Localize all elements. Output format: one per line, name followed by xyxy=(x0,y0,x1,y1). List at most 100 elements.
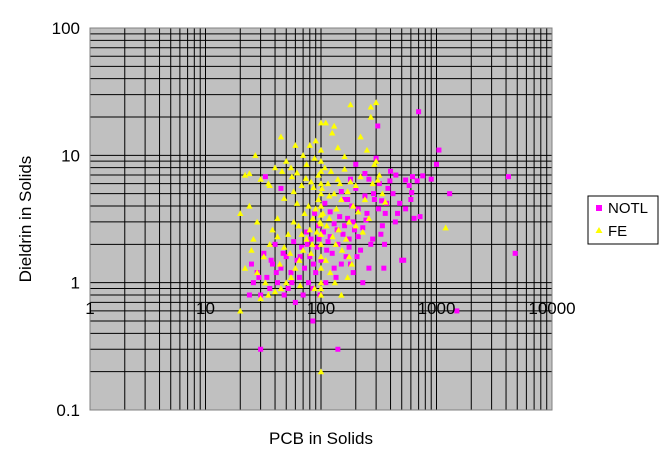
x-axis-title: PCB in Solids xyxy=(269,429,373,448)
data-point-notl xyxy=(351,227,357,233)
data-point-notl xyxy=(409,190,415,196)
data-point-fe xyxy=(307,250,315,256)
data-point-fe xyxy=(338,291,345,298)
data-point-fe xyxy=(328,129,336,136)
data-point-fe xyxy=(317,285,325,292)
data-point-fe xyxy=(331,279,339,286)
data-point-notl xyxy=(403,206,409,212)
data-point-fe xyxy=(301,210,308,216)
plot-border xyxy=(89,27,553,411)
data-point-fe xyxy=(338,246,346,253)
data-point-notl xyxy=(316,236,322,242)
data-point-notl xyxy=(358,247,364,253)
data-point-fe xyxy=(257,295,264,302)
data-point-fe xyxy=(241,171,249,178)
data-point-fe xyxy=(317,211,325,218)
data-point-notl xyxy=(302,265,308,271)
data-point-notl xyxy=(406,182,412,188)
data-point-fe xyxy=(313,228,321,235)
data-point-fe xyxy=(334,175,342,182)
data-point-fe xyxy=(290,188,297,195)
data-point-fe xyxy=(277,133,285,140)
data-point-notl xyxy=(256,274,262,280)
legend-label-notl: NOTL xyxy=(608,200,648,217)
data-point-fe xyxy=(253,269,261,276)
data-point-notl xyxy=(408,196,414,202)
data-point-fe xyxy=(355,208,362,215)
data-point-fe xyxy=(266,241,273,247)
data-point-notl xyxy=(345,196,351,202)
data-point-notl xyxy=(370,236,376,242)
data-point-notl xyxy=(264,274,270,280)
data-point-fe xyxy=(367,113,375,120)
data-point-notl xyxy=(262,174,268,180)
data-point-fe xyxy=(330,122,338,129)
data-point-notl xyxy=(261,250,267,256)
data-point-notl xyxy=(283,254,289,260)
data-point-fe xyxy=(376,171,383,178)
data-point-notl xyxy=(420,173,426,179)
data-point-fe xyxy=(341,153,348,160)
data-point-notl xyxy=(296,274,302,280)
data-point-notl xyxy=(331,221,337,227)
data-point-fe xyxy=(266,182,273,189)
data-point-fe xyxy=(309,241,316,247)
data-point-fe xyxy=(322,119,329,126)
data-point-fe xyxy=(290,218,297,225)
data-point-fe xyxy=(317,180,325,187)
data-point-notl xyxy=(379,198,385,204)
data-point-fe xyxy=(288,173,296,180)
legend-marker-notl xyxy=(596,205,602,211)
data-point-notl xyxy=(399,257,405,263)
data-point-fe xyxy=(237,210,244,216)
data-point-fe xyxy=(287,164,295,171)
data-point-notl xyxy=(338,261,344,267)
data-point-notl xyxy=(382,210,388,216)
data-point-notl xyxy=(322,200,328,206)
data-point-fe xyxy=(345,218,353,225)
data-point-notl xyxy=(323,280,329,286)
data-point-fe xyxy=(309,215,317,221)
data-point-notl xyxy=(269,261,275,267)
data-point-fe xyxy=(287,274,295,280)
data-point-notl xyxy=(454,308,460,314)
data-point-notl xyxy=(292,299,298,305)
data-point-notl xyxy=(368,241,374,247)
data-point-fe xyxy=(296,257,303,263)
data-point-fe xyxy=(303,235,310,242)
data-point-fe xyxy=(317,220,325,227)
data-point-fe xyxy=(317,157,325,164)
data-point-fe xyxy=(265,291,272,298)
data-point-notl xyxy=(390,191,396,197)
data-point-fe xyxy=(311,154,318,161)
data-point-notl xyxy=(411,215,417,221)
data-point-fe xyxy=(334,144,342,151)
data-point-notl xyxy=(355,234,361,240)
data-point-notl xyxy=(388,168,394,174)
data-point-notl xyxy=(337,214,343,220)
data-point-fe xyxy=(278,168,286,174)
data-point-notl xyxy=(335,241,341,247)
x-tick-label: 10000 xyxy=(528,299,575,318)
y-tick-label: 100 xyxy=(52,19,80,38)
data-point-notl xyxy=(353,161,359,167)
data-point-fe xyxy=(372,99,380,106)
data-point-fe xyxy=(292,264,299,271)
data-point-fe xyxy=(327,168,335,174)
data-point-notl xyxy=(308,236,314,242)
data-point-fe xyxy=(352,182,359,189)
data-point-fe xyxy=(321,164,329,171)
data-point-notl xyxy=(346,236,352,242)
data-point-notl xyxy=(331,265,337,271)
data-point-notl xyxy=(340,231,346,237)
data-point-notl xyxy=(246,292,252,298)
data-point-notl xyxy=(376,181,382,187)
data-point-notl xyxy=(393,172,399,178)
data-point-fe xyxy=(250,235,257,242)
data-point-notl xyxy=(354,254,360,260)
data-point-fe xyxy=(296,282,304,289)
data-point-fe xyxy=(295,222,302,229)
data-point-fe xyxy=(317,168,325,174)
data-point-notl xyxy=(327,234,333,240)
data-point-fe xyxy=(347,178,354,185)
